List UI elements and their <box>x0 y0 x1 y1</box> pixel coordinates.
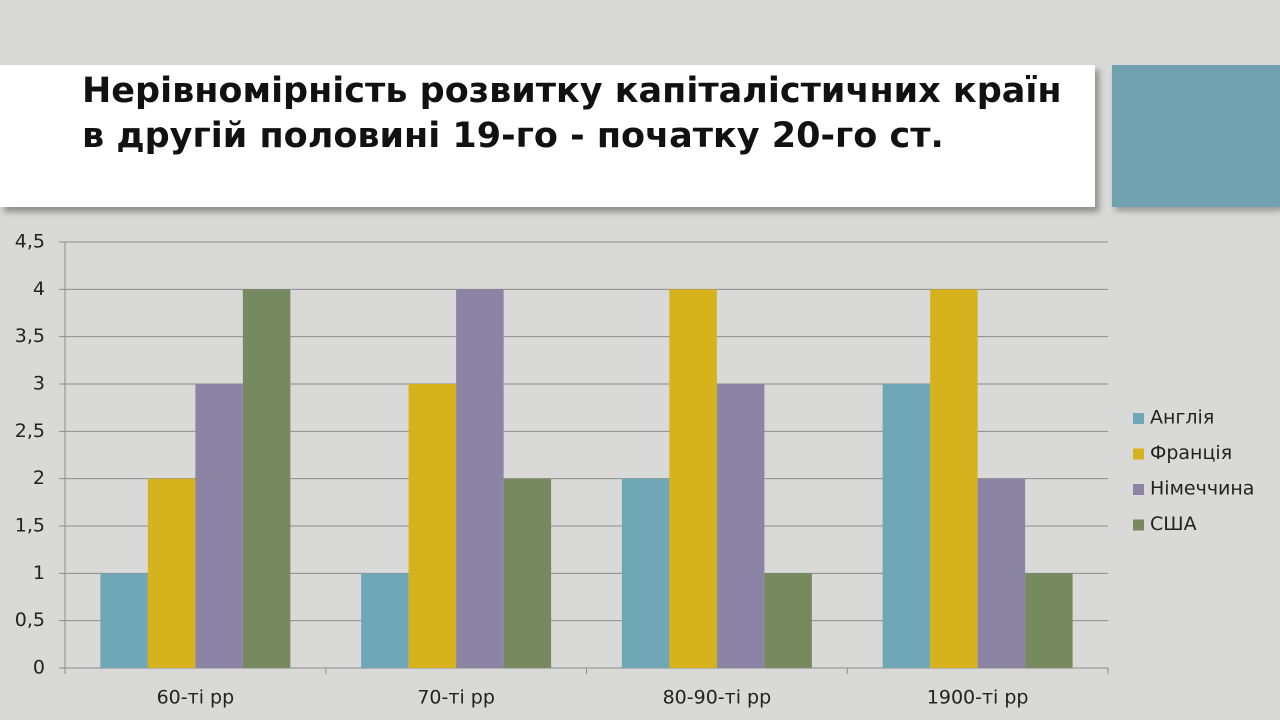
bar <box>716 384 765 668</box>
legend-swatch <box>1133 519 1144 531</box>
chart-title: Нерівномірність розвитку капіталістичних… <box>82 71 1062 156</box>
x-tick-label: 60-ті рр <box>157 687 235 709</box>
y-tick-label: 1,5 <box>15 515 45 537</box>
bar <box>195 384 243 668</box>
legend-label: Франція <box>1150 442 1232 464</box>
legend-label: Німеччина <box>1150 478 1254 500</box>
x-tick-label: 70-ті рр <box>417 687 495 709</box>
bar <box>147 478 196 668</box>
y-tick-label: 0,5 <box>15 609 45 631</box>
y-tick-label: 4,5 <box>15 231 45 253</box>
x-tick-label: 1900-ті рр <box>927 687 1029 709</box>
y-tick-label: 3 <box>33 373 45 395</box>
bar <box>621 478 670 668</box>
y-tick-label: 1 <box>33 562 45 584</box>
bar <box>930 289 978 668</box>
legend-label: Англія <box>1150 407 1214 429</box>
y-tick-label: 2 <box>33 467 45 489</box>
bar <box>456 289 504 668</box>
legend-swatch <box>1133 448 1144 460</box>
x-tick-label: 80-90-ті рр <box>663 687 772 709</box>
y-tick-label: 0 <box>33 657 45 679</box>
legend-label: США <box>1150 513 1197 535</box>
y-tick-label: 4 <box>33 278 45 300</box>
bar <box>408 384 457 668</box>
legend-swatch <box>1133 413 1144 424</box>
accent-block <box>1112 65 1280 207</box>
bar <box>100 573 148 668</box>
bar <box>361 573 409 668</box>
bar <box>669 289 717 668</box>
bar <box>503 478 552 668</box>
y-tick-label: 3,5 <box>15 325 45 347</box>
bar <box>977 478 1026 668</box>
y-tick-label: 2,5 <box>15 420 45 442</box>
legend-swatch <box>1133 484 1144 495</box>
title-box: Нерівномірність розвитку капіталістичних… <box>0 65 1095 207</box>
bar <box>242 289 291 668</box>
bar <box>764 573 812 668</box>
bar <box>1025 573 1073 668</box>
bar <box>882 384 931 668</box>
